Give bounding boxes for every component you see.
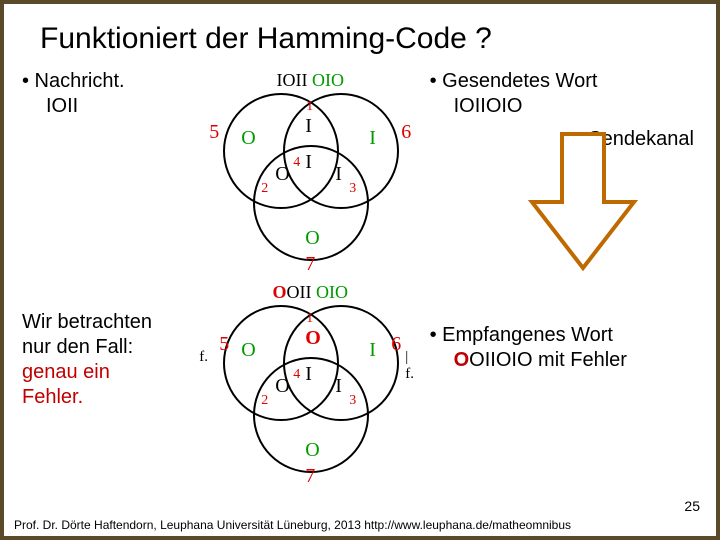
arrow-shape (532, 134, 634, 268)
venn-b-outer-5: 5 (219, 333, 229, 356)
down-arrow (528, 132, 638, 272)
venn-pos-1: 1 (306, 99, 313, 115)
venn-par-6: I (369, 127, 376, 150)
venn-outer-6: 6 (401, 121, 411, 144)
note-line-3a: genau ein (22, 361, 110, 383)
f-label-left: f. (199, 349, 208, 366)
nachricht-code: IOII (46, 95, 191, 118)
venn-b-outer-7: 7 (305, 465, 315, 488)
venn-mid-4: I (305, 151, 312, 174)
venn-outer-7: 7 (305, 253, 315, 276)
bullet-gesendet: • Gesendetes Wort (430, 70, 698, 93)
venn-pos-4: 4 (293, 155, 300, 171)
col-mid-top: IOII OIO 5 6 7 O I O I O I I 1 2 3 4 (191, 70, 430, 268)
venn-b-pos-1: 1 (306, 311, 313, 327)
venn-b-par-5: O (241, 339, 255, 362)
venn-mid-3: I (335, 163, 342, 186)
venn-b-mid-4: I (305, 363, 312, 386)
empfangen-code-err: O (454, 349, 470, 371)
page-number: 25 (684, 498, 700, 514)
venn-b-outer-6: 6 (391, 333, 401, 356)
col-left-bottom: Wir betrachten nur den Fall: genau ein F… (22, 282, 191, 480)
note-line-1: Wir betrachten (22, 311, 152, 333)
venn-mid-1: I (305, 115, 312, 138)
venn-bot-caption-red: O (273, 282, 287, 302)
footer-text: Prof. Dr. Dörte Haftendorn, Leuphana Uni… (14, 518, 706, 532)
venn-bot-caption-black: OII (287, 282, 317, 302)
venn-par-5: O (241, 127, 255, 150)
venn-b-mid-1: O (305, 327, 321, 350)
venn-b-mid-3: I (335, 375, 342, 398)
empfangen-code-rest: OIIOIO mit Fehler (469, 349, 627, 371)
venn-outer-5: 5 (209, 121, 219, 144)
col-mid-bottom: OOII OIO f. | f. 5 6 7 O I O O O I I 1 2 (191, 282, 430, 480)
venn-top-caption-black: IOII (277, 70, 312, 90)
lower-row: Wir betrachten nur den Fall: genau ein F… (22, 282, 698, 480)
venn-b-pos-2: 2 (261, 393, 268, 409)
slide: Funktioniert der Hamming-Code ? • Nachri… (4, 4, 716, 536)
venn-b-par-6: I (369, 339, 376, 362)
f-label-right: | f. (405, 349, 415, 383)
page-title: Funktioniert der Hamming-Code ? (40, 22, 698, 56)
venn-b-mid-2: O (275, 375, 289, 398)
venn-par-7: O (305, 227, 319, 250)
col-left-top: • Nachricht. IOII (22, 70, 191, 268)
col-right-bottom: • Empfangenes Wort OOIIOIO mit Fehler (430, 282, 698, 480)
venn-diagram-top: 5 6 7 O I O I O I I 1 2 3 4 (205, 93, 415, 268)
venn-bot-caption: OOII OIO (191, 282, 430, 303)
venn-b-pos-4: 4 (293, 367, 300, 383)
note-text: Wir betrachten nur den Fall: genau ein F… (22, 310, 191, 410)
empfangen-code: OOIIOIO mit Fehler (454, 349, 698, 372)
venn-top-caption-green: OIO (312, 70, 344, 90)
venn-b-par-7: O (305, 439, 319, 462)
gesendet-code: IOIIOIO (454, 95, 698, 118)
bullet-empfangen: • Empfangenes Wort (430, 324, 698, 347)
note-line-2: nur den Fall: (22, 336, 133, 358)
bullet-nachricht: • Nachricht. (22, 70, 191, 93)
down-arrow-icon (528, 132, 638, 272)
venn-pos-2: 2 (261, 181, 268, 197)
venn-diagram-bottom: f. | f. 5 6 7 O I O O O I I 1 2 3 4 (205, 305, 415, 480)
venn-pos-3: 3 (349, 181, 356, 197)
venn-b-pos-3: 3 (349, 393, 356, 409)
venn-mid-2: O (275, 163, 289, 186)
venn-top-caption: IOII OIO (191, 70, 430, 91)
note-line-3b: Fehler. (22, 386, 83, 408)
venn-bot-caption-green: OIO (316, 282, 348, 302)
